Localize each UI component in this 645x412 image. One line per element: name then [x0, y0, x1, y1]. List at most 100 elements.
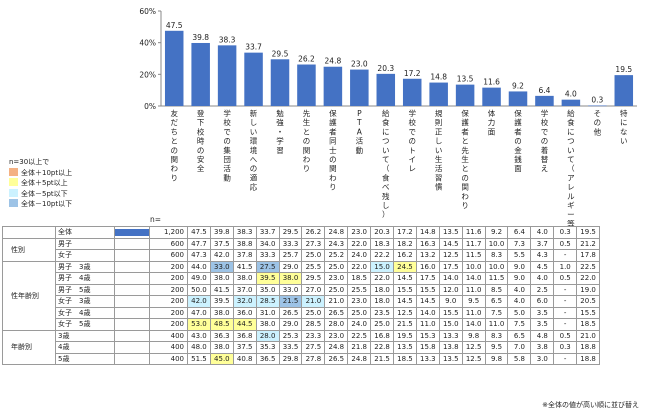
table-cell: 9.0 — [507, 272, 532, 285]
table-cell: 18.0 — [370, 283, 395, 296]
bar — [508, 91, 528, 106]
data-label: 11.6 — [483, 78, 500, 87]
bar — [402, 78, 422, 106]
table-cell: 36.3 — [209, 329, 234, 342]
table-cell: 23.0 — [324, 272, 349, 285]
table-cell: 47.3 — [187, 249, 211, 262]
table-cell: 4.0 — [530, 272, 555, 285]
table-cell: 6.5 — [507, 329, 532, 342]
table-cell: 14.0 — [415, 306, 440, 319]
legend: n=30以上で 全体＋10pt以上 全体＋5pt以上 全体－5pt以下 全体－10pt… — [9, 157, 72, 210]
table-cell: 11.7 — [461, 237, 486, 250]
table-cell: 24.8 — [324, 226, 349, 239]
table-cell: 53.0 — [187, 318, 211, 331]
table-cell: 23.5 — [370, 306, 395, 319]
table-cell: 51.5 — [187, 352, 211, 365]
category-label: 勉強・学習 — [276, 108, 284, 155]
table-cell: 9.2 — [484, 226, 509, 239]
table-row: 年齢別 3歳 400 43.0 36.3 36.8 28.0 25.3 23.3 23.0 22.5… — [2, 329, 601, 365]
table-cell: 4.0 — [530, 226, 555, 239]
table-cell: 5.0 — [507, 306, 532, 319]
bar — [270, 59, 290, 106]
table-cell: 14.5 — [415, 295, 440, 308]
table-cell: 9.5 — [484, 341, 509, 354]
table-cell: 47.7 — [187, 237, 211, 250]
table-cell: 18.3 — [370, 237, 395, 250]
table-cell: 22.0 — [347, 237, 372, 250]
footnote: ※全体の値が高い順に並び替え — [542, 401, 639, 409]
table-cell: 3.5 — [530, 318, 555, 331]
table-cell: 27.0 — [301, 283, 326, 296]
table-cell: 22.0 — [347, 260, 372, 273]
table-cell: 23.0 — [347, 226, 372, 239]
table-cell: 13.3 — [438, 329, 463, 342]
table-cell: 38.0 — [209, 272, 234, 285]
table-cell: 10.0 — [461, 260, 486, 273]
table-row: 性別 男子 600 47.7 37.5 38.8 34.0 33.3 27.3 24.3 22.0 1… — [2, 237, 601, 262]
bar-spacer — [114, 272, 150, 285]
table-cell: 28.0 — [324, 318, 349, 331]
table-cell: - — [553, 249, 578, 262]
table-cell: 26.5 — [278, 306, 303, 319]
table-cell: 15.0 — [370, 260, 395, 273]
table-cell: 0.3 — [553, 341, 578, 354]
table-cell: 19.5 — [393, 329, 417, 342]
table-cell: 47.5 — [187, 226, 211, 239]
data-label: 4.0 — [565, 90, 577, 99]
bar — [350, 69, 369, 106]
table-cell: 22.2 — [370, 249, 395, 262]
table-cell: 37.0 — [232, 283, 257, 296]
group-label: 性年齢別 — [2, 260, 56, 331]
row-label: 女子 5歳 — [55, 318, 115, 331]
category-label: 規則正しい生活習慣 — [435, 109, 443, 192]
table-cell: 24.0 — [347, 249, 372, 262]
table-cell: 33.3 — [255, 249, 280, 262]
sample-size: 600 — [149, 237, 188, 250]
table-cell: 24.5 — [393, 260, 417, 273]
table-cell: 34.0 — [255, 237, 280, 250]
group-label: 年齢別 — [2, 329, 56, 365]
category-label: 給食について（食べ残し） — [382, 108, 390, 219]
table-cell: 10.0 — [484, 260, 509, 273]
table-cell: 19.0 — [576, 283, 601, 296]
table-cell: 13.5 — [438, 226, 463, 239]
table-cell: 21.0 — [576, 329, 601, 342]
table-cell: 48.0 — [187, 341, 211, 354]
table-cell: 4.5 — [530, 260, 555, 273]
table-cell: 12.0 — [438, 283, 463, 296]
table-cell: 22.5 — [576, 260, 601, 273]
table-cell: 25.5 — [347, 283, 372, 296]
category-label: 友だちとの関わり — [170, 108, 178, 182]
table-cell: 17.5 — [415, 272, 440, 285]
table-cell: 7.0 — [507, 341, 532, 354]
table-cell: 33.0 — [278, 283, 303, 296]
y-tick-label: 60% — [139, 7, 156, 16]
table-cell: 7.5 — [484, 306, 509, 319]
table-cell: 15.8 — [415, 341, 440, 354]
bar-spacer — [114, 329, 150, 342]
bar — [244, 52, 263, 106]
table-cell: 14.0 — [438, 272, 463, 285]
category-label: 体力面 — [488, 108, 496, 136]
bar — [323, 66, 343, 106]
row-label: 女子 3歳 — [55, 295, 115, 308]
legend-label: 全体＋5pt以上 — [21, 179, 68, 187]
table-cell: 28.5 — [255, 295, 280, 308]
table-cell: 49.0 — [187, 272, 211, 285]
table-cell: 11.0 — [461, 306, 486, 319]
table-cell: 42.0 — [209, 249, 234, 262]
table-cell: 21.5 — [278, 295, 303, 308]
table-cell: 9.0 — [438, 295, 463, 308]
bar-spacer — [114, 306, 150, 319]
table-cell: 41.5 — [209, 283, 234, 296]
table-cell: 20.5 — [576, 295, 601, 308]
table-cell: 50.0 — [187, 283, 211, 296]
table-cell: 4.0 — [507, 283, 532, 296]
table-cell: 44.5 — [232, 318, 257, 331]
table-cell: 45.0 — [209, 352, 234, 365]
table-cell: 10.0 — [484, 237, 509, 250]
table-cell: 7.5 — [507, 318, 532, 331]
bar-spacer — [114, 283, 150, 296]
table-cell: 29.8 — [278, 352, 303, 365]
table-cell: 23.3 — [301, 329, 326, 342]
